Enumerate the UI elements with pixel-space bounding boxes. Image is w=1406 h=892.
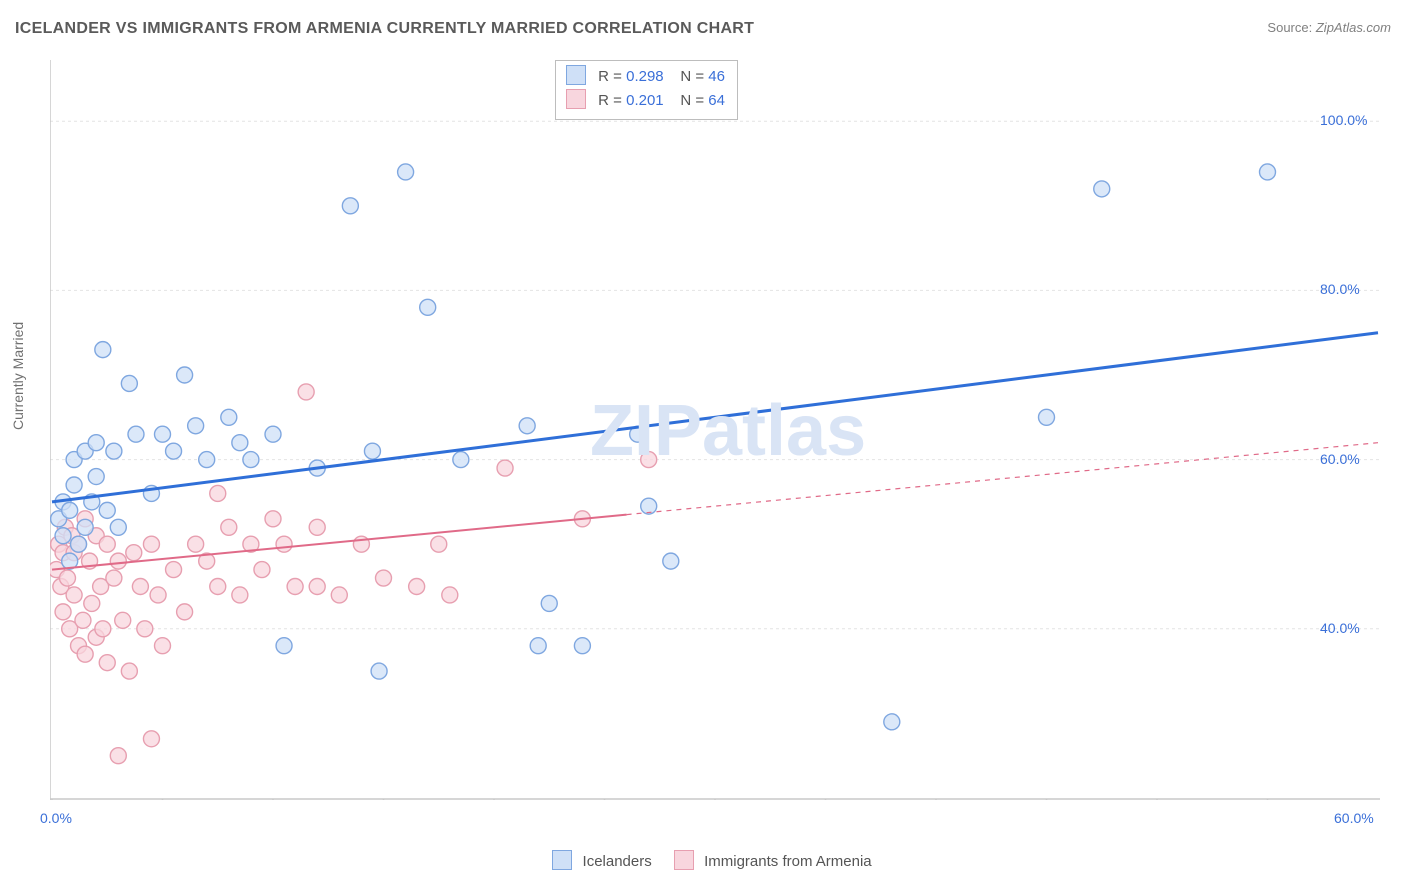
legend-label-blue: Icelanders: [583, 853, 652, 870]
corr-row-blue: R = 0.298 N = 46: [566, 65, 725, 89]
chart-title: ICELANDER VS IMMIGRANTS FROM ARMENIA CUR…: [15, 20, 754, 37]
y-tick-label: 100.0%: [1320, 112, 1367, 128]
bottom-legend: Icelanders Immigrants from Armenia: [0, 850, 1406, 870]
y-tick-label: 40.0%: [1320, 620, 1360, 636]
swatch-icon: [566, 65, 586, 85]
x-axis-end-label: 60.0%: [1334, 810, 1374, 826]
swatch-icon: [552, 850, 572, 870]
scatter-plot: ZIPatlas R = 0.298 N = 46 R = 0.201 N = …: [50, 60, 1380, 800]
source-citation: Source: ZipAtlas.com: [1267, 20, 1391, 35]
y-axis-label: Currently Married: [10, 322, 26, 430]
corr-row-pink: R = 0.201 N = 64: [566, 89, 725, 113]
y-tick-label: 60.0%: [1320, 451, 1360, 467]
legend-label-pink: Immigrants from Armenia: [704, 853, 872, 870]
correlation-legend: R = 0.298 N = 46 R = 0.201 N = 64: [555, 60, 738, 120]
x-tick-label: 0.0%: [40, 810, 72, 826]
y-tick-label: 80.0%: [1320, 281, 1360, 297]
swatch-icon: [566, 89, 586, 109]
swatch-icon: [674, 850, 694, 870]
